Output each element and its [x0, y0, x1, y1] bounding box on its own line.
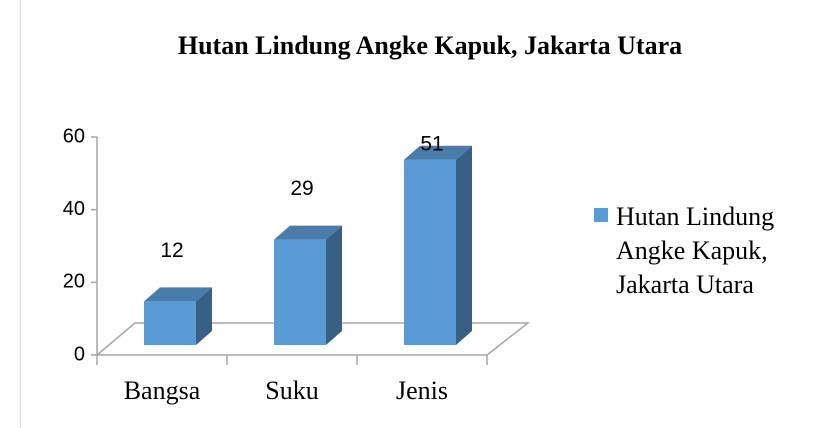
y-tick-label: 40 [63, 198, 85, 220]
y-tick-label: 60 [63, 125, 85, 147]
bar [404, 145, 472, 345]
data-label: 29 [290, 177, 313, 200]
bar [274, 225, 342, 345]
x-tick-label: Bangsa [124, 376, 201, 405]
legend-swatch [594, 208, 608, 222]
bar-face [196, 287, 212, 345]
bar [144, 287, 212, 345]
bar-face [404, 159, 456, 345]
chart-border [20, 0, 21, 428]
bar-face [144, 287, 212, 302]
bar-face [456, 145, 472, 345]
bar-face [144, 301, 196, 345]
legend-label: Hutan Lindung Angke Kapuk, Jakarta Utara [616, 202, 775, 299]
chart-title: Hutan Lindung Angke Kapuk, Jakarta Utara [178, 31, 682, 60]
bar-face [274, 239, 326, 345]
data-label: 51 [420, 133, 443, 156]
y-tick-label: 20 [63, 271, 85, 293]
data-label: 12 [160, 239, 183, 262]
y-tick-label: 0 [74, 343, 85, 365]
bar-face [274, 225, 342, 240]
bar-face [404, 145, 472, 160]
x-tick-label: Suku [265, 376, 318, 405]
bar-face [326, 225, 342, 345]
x-tick-label: Jenis [396, 376, 448, 405]
